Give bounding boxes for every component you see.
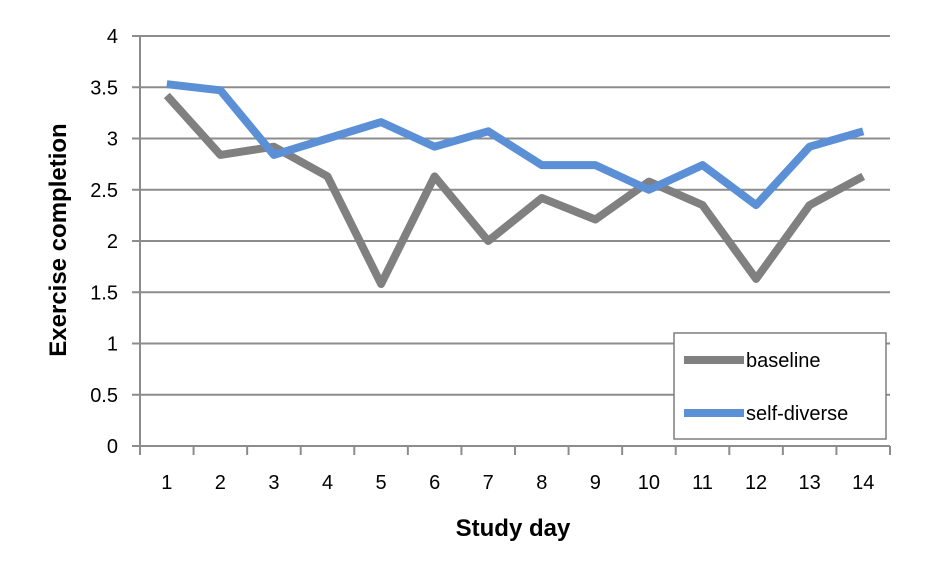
x-tick-label: 14 (852, 472, 874, 494)
x-tick-label: 3 (268, 472, 279, 494)
x-tick-label: 9 (590, 472, 601, 494)
y-tick-labels: 0 0.5 1 1.5 2 2.5 3 3.5 4 (90, 26, 118, 458)
x-tick-label: 6 (429, 472, 440, 494)
y-tick-label: 4 (107, 26, 118, 48)
x-tick-label: 10 (638, 472, 660, 494)
y-tick-label: 1.5 (90, 282, 118, 304)
x-tick-label: 11 (692, 472, 713, 494)
y-tick-label: 1 (107, 334, 118, 356)
x-tick-label: 13 (799, 472, 821, 494)
x-tick-label: 7 (483, 472, 494, 494)
legend-label-baseline: baseline (746, 350, 821, 372)
y-tick-label: 3.5 (90, 77, 118, 99)
y-tick-label: 2 (107, 231, 118, 253)
x-axis-title: Study day (456, 515, 571, 542)
legend-label-self-diverse: self-diverse (746, 403, 848, 425)
y-tick-label: 0.5 (90, 385, 118, 407)
x-tick-label: 5 (376, 472, 387, 494)
x-tick-label: 2 (215, 472, 226, 494)
y-tick-label: 3 (107, 129, 118, 151)
legend-items: baseline self-diverse (684, 350, 848, 425)
series-line-self-diverse (166, 80, 865, 210)
axes (139, 36, 891, 455)
series-lines (163, 80, 866, 288)
legend: baseline self-diverse (673, 332, 887, 440)
y-tick-label: 0 (107, 436, 118, 458)
x-tick-label: 8 (536, 472, 547, 494)
x-tick-label: 4 (322, 472, 333, 494)
x-tick-labels: 1 2 3 4 5 6 7 8 9 10 11 12 13 14 (161, 472, 874, 494)
gridlines (132, 35, 890, 447)
y-axis-title: Exercise completion (45, 123, 72, 356)
x-tick-label: 12 (745, 472, 767, 494)
y-tick-label: 2.5 (90, 180, 118, 202)
legend-box (673, 332, 887, 440)
x-tick-label: 1 (161, 472, 172, 494)
